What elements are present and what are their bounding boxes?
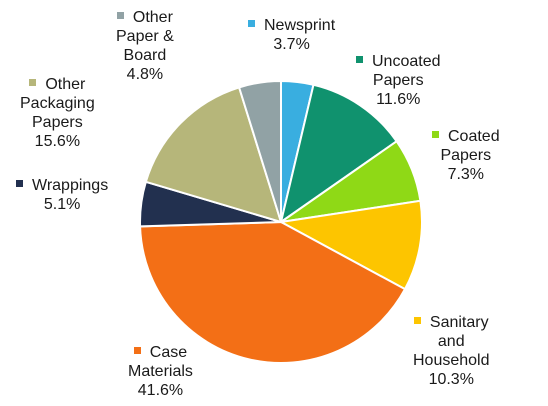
legend-swatch-sanitary <box>413 317 421 324</box>
label-otherboard: Other Paper & Board 4.8% <box>116 8 174 84</box>
legend-swatch-wrappings <box>16 180 23 187</box>
label-otherboard-line1: Other <box>132 9 173 26</box>
label-coated-pct: 7.3% <box>447 166 485 183</box>
label-newsprint-pct: 3.7% <box>273 36 310 53</box>
label-coated: Coated Papers 7.3% <box>432 127 500 184</box>
label-otherboard-line2: Paper & <box>116 28 174 45</box>
label-wrappings: Wrappings 5.1% <box>16 176 108 214</box>
pie-slice-other-packaging-papers <box>144 86 283 224</box>
label-wrappings-pct: 5.1% <box>43 196 81 213</box>
label-case-line1: Case <box>149 344 188 361</box>
legend-swatch-otherboard <box>116 12 124 19</box>
label-sanitary-line3: Household <box>413 352 490 369</box>
label-case-line2: Materials <box>128 363 193 380</box>
label-sanitary-line1: Sanitary <box>429 314 489 331</box>
legend-swatch-otherpack <box>29 79 37 86</box>
label-otherpack: Other Packaging Papers 15.6% <box>20 75 95 151</box>
label-otherboard-pct: 4.8% <box>126 66 164 83</box>
label-otherpack-line2: Packaging <box>20 95 95 112</box>
label-otherpack-line1: Other <box>45 76 86 93</box>
legend-swatch-newsprint <box>248 20 255 27</box>
pie-slice-uncoated-papers <box>279 83 399 225</box>
label-case-pct: 41.6% <box>137 382 184 399</box>
label-case: Case Materials 41.6% <box>128 343 193 400</box>
label-sanitary-line2: and <box>437 333 465 350</box>
label-otherpack-line3: Papers <box>32 114 83 131</box>
pie-slice-case-materials <box>139 220 407 364</box>
label-newsprint-name: Newsprint <box>264 17 336 34</box>
legend-swatch-coated <box>432 131 439 138</box>
label-uncoated-pct: 11.6% <box>376 91 421 108</box>
label-coated-line2: Papers <box>440 147 492 164</box>
label-wrappings-name: Wrappings <box>32 177 109 194</box>
label-newsprint: Newsprint 3.7% <box>248 16 335 54</box>
label-sanitary: Sanitary and Household 10.3% <box>413 313 490 389</box>
legend-swatch-uncoated <box>356 56 363 63</box>
label-uncoated-line1: Uncoated <box>372 53 441 70</box>
legend-swatch-case <box>133 347 141 354</box>
pie-slice-other-paper-board <box>237 79 282 223</box>
label-otherpack-pct: 15.6% <box>34 133 81 150</box>
label-otherboard-line3: Board <box>123 47 167 64</box>
label-uncoated-line2: Papers <box>372 72 424 89</box>
label-coated-line1: Coated <box>448 128 500 145</box>
label-sanitary-pct: 10.3% <box>428 371 474 388</box>
label-uncoated: Uncoated Papers 11.6% <box>356 52 441 109</box>
pie-slice-sanitary-and-household <box>277 199 423 291</box>
